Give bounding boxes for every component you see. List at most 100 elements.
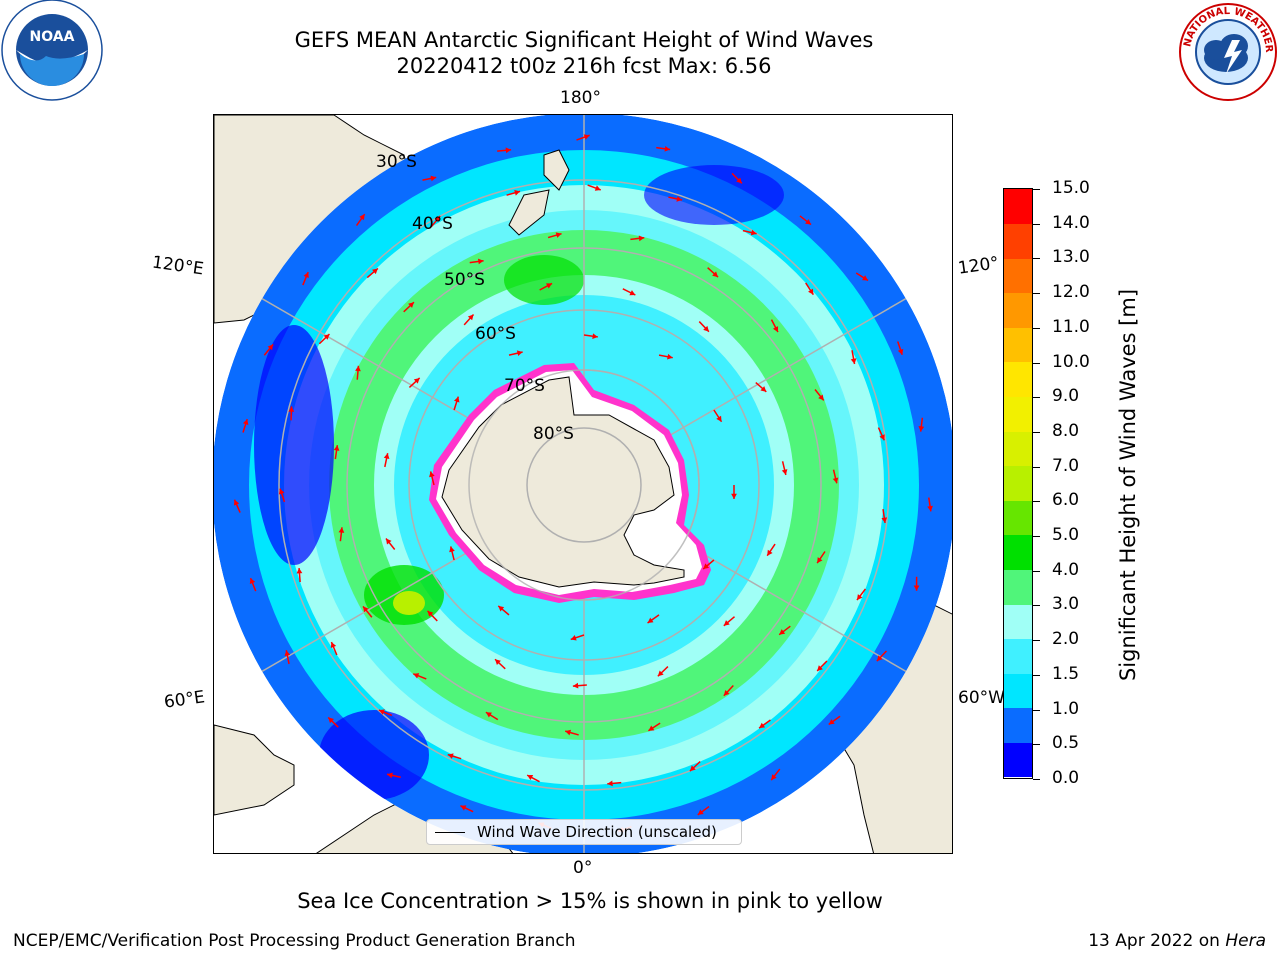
wave-arrow-head	[408, 302, 414, 308]
wave-arrow-head	[657, 670, 664, 677]
colorbar-tick-label: 2.0	[1052, 629, 1080, 650]
lat-label-70s: 70°S	[504, 376, 545, 396]
colorbar-segment	[1004, 707, 1032, 743]
colorbar-segment	[1004, 534, 1032, 570]
colorbar-segment	[1004, 431, 1032, 467]
wave-arrow-head	[771, 774, 777, 781]
legend-label: Wind Wave Direction (unscaled)	[477, 823, 717, 841]
wave-arrow-head	[546, 283, 553, 289]
wave-arrow-head	[897, 348, 904, 355]
wave-arrow-head	[731, 493, 737, 499]
wave-arrow-head	[648, 725, 655, 731]
map-legend: Wind Wave Direction (unscaled)	[426, 819, 742, 845]
footer-date-text: 13 Apr 2022 on	[1088, 931, 1226, 951]
wave-arrow-head	[267, 344, 274, 351]
wave-arrow-head	[918, 426, 925, 432]
wave-arrow-head	[779, 629, 786, 635]
wave-arrow-head	[527, 775, 534, 781]
colorbar-tick-label: 13.0	[1052, 247, 1090, 268]
wave-arrow-head	[703, 325, 709, 332]
wave-arrow-head	[372, 268, 378, 275]
wave-arrow-head	[927, 505, 933, 512]
wave-arrow-head	[781, 469, 788, 475]
wave-arrow-head	[387, 772, 393, 779]
lat-label-30s: 30°S	[376, 152, 417, 172]
colorbar-tick-label: 7.0	[1052, 455, 1080, 476]
lat-label-80s: 80°S	[533, 424, 574, 444]
colorbar-segment	[1004, 396, 1032, 432]
colorbar-tick-mark	[1033, 570, 1040, 572]
lat-label-50s: 50°S	[444, 270, 485, 290]
wave-arrow-head	[760, 386, 767, 392]
wave-arrow-head	[592, 333, 598, 340]
noaa-logo: NOAA	[1, 0, 103, 101]
wave-arrow-head	[913, 585, 920, 591]
wave-arrow-head	[828, 719, 835, 725]
colorbar-tick-label: 11.0	[1052, 316, 1090, 337]
wave-arrow-head	[555, 232, 562, 238]
colorbar-tick-label: 1.5	[1052, 663, 1080, 684]
colorbar-tick-mark	[1033, 466, 1040, 468]
wave-arrow-head	[723, 689, 730, 696]
wave-arrow-head	[449, 546, 455, 553]
wave-arrow-head	[430, 175, 437, 182]
wave-arrow-head	[856, 594, 863, 601]
wave-arrow-head	[750, 229, 757, 236]
footer-credit: NCEP/EMC/Verification Post Processing Pr…	[13, 931, 576, 951]
footer-date: 13 Apr 2022 on Hera	[1088, 931, 1266, 951]
colorbar-tick-mark	[1033, 258, 1040, 260]
wave-arrow-head	[385, 538, 392, 545]
colorbar-tick-mark	[1033, 640, 1040, 642]
wave-arrow-head	[607, 780, 613, 787]
wave-arrow-head	[862, 275, 869, 281]
colorbar-segment	[1004, 604, 1032, 640]
wave-arrow-head	[817, 557, 823, 564]
colorbar-tick-mark	[1033, 501, 1040, 503]
colorbar-tick-label: 9.0	[1052, 386, 1080, 407]
wave-arrow-head	[495, 659, 501, 665]
wave-arrow-head	[328, 717, 334, 724]
colorbar-segment	[1004, 258, 1032, 294]
wave-arrow-head	[676, 196, 683, 202]
wave-arrow-head	[664, 145, 671, 152]
colorbar-segment	[1004, 327, 1032, 363]
wave-arrow-head	[716, 415, 722, 422]
colorbar-tick-label: 12.0	[1052, 282, 1090, 303]
noaa-logo-text: NOAA	[30, 29, 75, 45]
colorbar-segment	[1004, 465, 1032, 501]
wave-arrow-head	[629, 290, 636, 296]
wave-arrow-head	[647, 617, 654, 623]
wind-wave-arrows	[233, 134, 933, 833]
wave-arrow-head	[447, 753, 454, 759]
wave-arrow-head	[434, 216, 441, 222]
wave-arrow-head	[383, 453, 390, 459]
colorbar-tick-mark	[1033, 605, 1040, 607]
colorbar	[1003, 188, 1033, 779]
wave-arrow-head	[427, 610, 434, 617]
colorbar-tick-label: 10.0	[1052, 351, 1090, 372]
wave-arrow-head	[516, 350, 523, 356]
sea-ice-note: Sea Ice Concentration > 15% is shown in …	[297, 889, 883, 913]
wave-arrow-head	[772, 326, 779, 333]
nws-logo: NATIONAL WEATHER SERVICE	[1176, 0, 1277, 101]
wave-arrow-head	[413, 673, 420, 679]
wave-arrow-head	[429, 471, 435, 478]
wave-arrow-head	[565, 729, 572, 736]
wave-arrow-head	[850, 358, 857, 365]
wave-arrow-head	[363, 606, 369, 613]
wave-arrow-head	[378, 709, 385, 715]
colorbar-segment	[1004, 742, 1032, 778]
wave-arrow-head	[296, 568, 303, 574]
wave-arrow-head	[233, 499, 240, 506]
wave-arrow-head	[453, 396, 460, 403]
wave-arrow-head	[832, 477, 839, 484]
wave-arrow-head	[477, 258, 484, 265]
colorbar-tick-label: 0.0	[1052, 768, 1080, 788]
wave-arrow-head	[818, 394, 824, 401]
legend-line-swatch	[435, 832, 465, 833]
lat-label-40s: 40°S	[412, 214, 453, 234]
wave-arrow-head	[881, 517, 888, 523]
wave-arrow-head	[767, 549, 773, 556]
wave-arrow-head	[359, 214, 365, 221]
wave-arrow-head	[570, 635, 577, 641]
